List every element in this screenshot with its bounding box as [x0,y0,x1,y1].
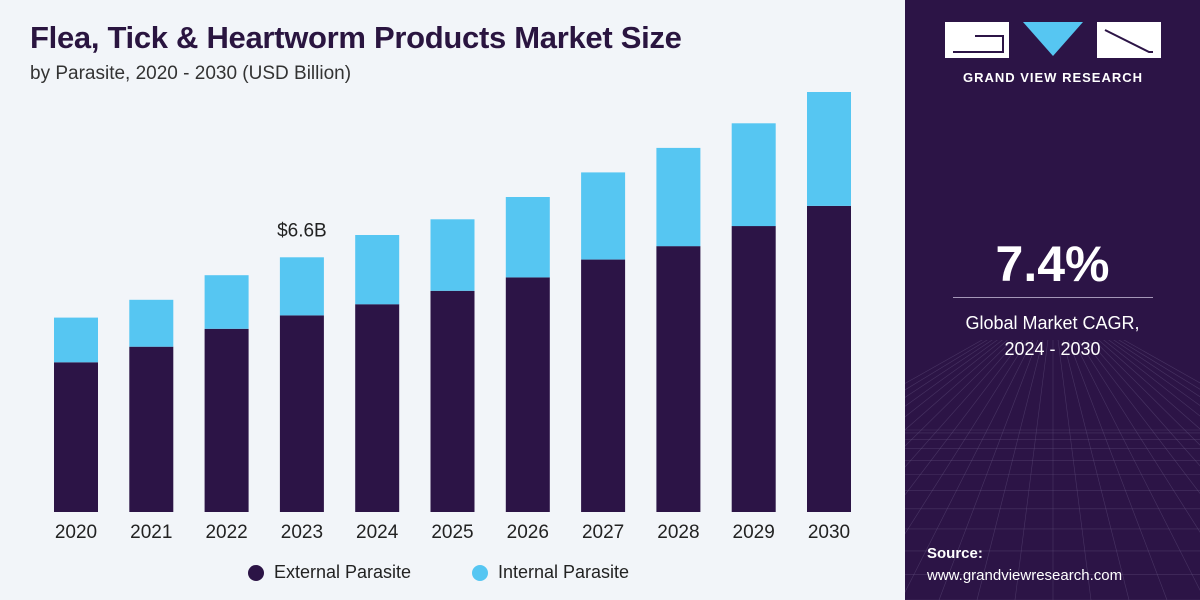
bar-internal-2025 [430,219,475,291]
chart-title: Flea, Tick & Heartworm Products Market S… [30,20,682,55]
bar-external-2025 [430,290,475,512]
side-panel: GRAND VIEW RESEARCH 7.4% Global Market C… [905,0,1200,600]
bar-external-2021 [129,346,174,512]
bar-external-2026 [505,277,550,512]
x-tick-label: 2029 [733,522,775,543]
data-label-2023: $6.6B [277,220,327,241]
source-url: www.grandviewresearch.com [927,567,1123,584]
bar-external-2023 [279,315,324,512]
bar-internal-2021 [129,299,174,347]
legend-swatch [248,564,264,581]
bar-internal-2027 [581,172,626,260]
bar-external-2024 [355,304,400,512]
bar-internal-2020 [54,317,98,363]
bar-internal-2028 [656,147,701,247]
logo-text: GRAND VIEW RESEARCH [962,70,1144,85]
x-tick-label: 2028 [657,522,699,543]
x-tick-label: 2021 [130,522,172,543]
x-tick-label: 2030 [808,522,850,543]
bar-internal-2022 [204,275,249,329]
cagr-divider [953,297,1153,298]
bar-internal-2023 [279,257,324,316]
bar-internal-2024 [355,235,400,305]
bar-internal-2030 [807,92,851,206]
legend: External Parasite Internal Parasite [0,562,905,588]
bar-external-2020 [54,362,98,512]
cagr-value: 7.4% [995,236,1110,292]
cagr-label: Global Market CAGR, 2024 - 2030 [905,310,1200,362]
decorative-grid [905,340,1200,600]
legend-swatch [472,564,488,581]
bar-internal-2026 [505,197,550,278]
chart-subtitle: by Parasite, 2020 - 2030 (USD Billion) [30,63,352,84]
source-title: Source: [927,545,983,562]
x-tick-label: 2020 [55,522,97,543]
chart-area: Flea, Tick & Heartworm Products Market S… [0,0,905,600]
bar-external-2030 [807,205,851,512]
bar-external-2029 [731,226,776,512]
x-tick-label: 2023 [281,522,323,543]
bar-internal-2029 [731,123,776,227]
x-tick-label: 2022 [205,522,247,543]
x-tick-label: 2027 [582,522,624,543]
legend-label: External Parasite [274,562,412,582]
x-tick-label: 2024 [356,522,399,543]
legend-label: Internal Parasite [498,562,630,582]
bar-external-2022 [204,328,249,512]
bar-chart: 2020 2021 2022 2023 2024 2025 2026 2027 2028 2029… [54,92,851,543]
cagr-label-line1: Global Market CAGR, [965,313,1140,333]
legend-item: External Parasite [248,562,411,583]
x-tick-label: 2025 [431,522,473,543]
legend-item: Internal Parasite [472,562,629,583]
bar-external-2028 [656,246,701,512]
cagr-label-line2: 2024 - 2030 [1004,339,1101,359]
bar-external-2027 [581,259,626,512]
x-tick-label: 2026 [507,522,549,543]
brand-logo: GRAND VIEW RESEARCH [943,22,1163,92]
logo-mark-icon [945,22,1161,58]
